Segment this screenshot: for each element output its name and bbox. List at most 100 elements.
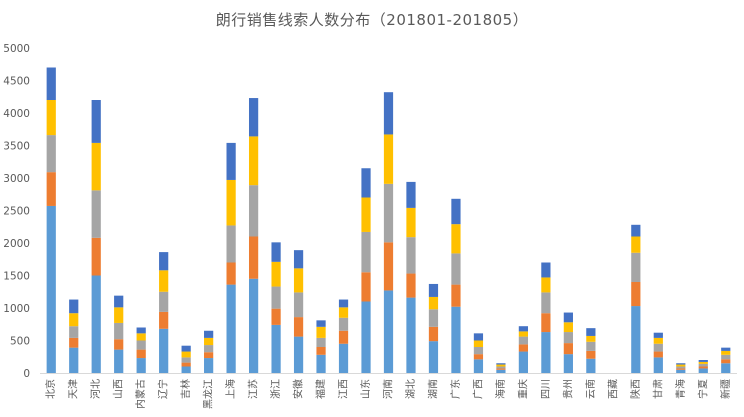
- bar-segment: [136, 349, 146, 359]
- x-tick-label: 广东: [449, 379, 462, 399]
- bar-segment: [271, 286, 281, 309]
- bar-segment: [114, 339, 124, 350]
- bar-segment: [451, 198, 461, 225]
- bar-segment: [406, 181, 416, 208]
- bar-segment: [428, 283, 439, 297]
- bar-segment: [136, 340, 146, 350]
- bar-segment: [46, 135, 56, 173]
- bar-segment: [248, 236, 259, 279]
- bar-segment: [676, 364, 686, 367]
- x-tick-label: 陕西: [629, 379, 642, 399]
- bar-segment: [653, 357, 663, 373]
- bar-segment: [114, 307, 124, 323]
- bar-segment: [316, 320, 326, 327]
- bar-segment: [473, 340, 484, 347]
- bar-segment: [631, 306, 641, 373]
- bar-segment: [428, 341, 439, 373]
- bar-segment: [226, 284, 236, 373]
- bar-segment: [271, 324, 281, 373]
- bar-segment: [496, 366, 506, 369]
- bar-segment: [91, 190, 101, 238]
- bar-segment: [248, 136, 259, 186]
- bar-segment: [586, 328, 596, 336]
- bar-segment: [338, 299, 349, 308]
- bar-segment: [473, 333, 484, 341]
- y-tick-label: 3500: [3, 141, 30, 153]
- bar-segment: [114, 295, 124, 308]
- x-tick-label: 青海: [674, 379, 687, 399]
- bar-segment: [338, 307, 349, 318]
- x-tick-label: 江西: [338, 379, 350, 399]
- bar-segment: [204, 337, 214, 346]
- y-tick-label: 3000: [3, 173, 30, 185]
- bar-segment: [563, 322, 573, 333]
- x-tick-label: 四川: [541, 379, 552, 399]
- bar-segment: [428, 309, 439, 327]
- bar-segment: [69, 299, 79, 314]
- bar-segment: [698, 360, 708, 362]
- bar-segment: [316, 354, 326, 373]
- y-tick-label: 2000: [3, 238, 30, 250]
- bar-segment: [226, 142, 236, 180]
- bar-segment: [204, 358, 214, 373]
- bar-segment: [518, 344, 529, 352]
- bar-segment: [406, 273, 416, 298]
- x-tick-label: 贵州: [561, 379, 574, 399]
- bar-segment: [721, 363, 731, 373]
- bar-segment: [159, 291, 169, 312]
- bar-segment: [586, 358, 596, 373]
- bar-segment: [541, 292, 551, 314]
- bar-segment: [181, 357, 191, 363]
- bar-segment: [338, 330, 349, 344]
- bar-segment: [631, 282, 641, 307]
- bar-segment: [46, 67, 56, 100]
- bar-segment: [204, 352, 214, 359]
- bar-segment: [136, 358, 146, 373]
- bar-segment: [428, 296, 439, 310]
- bar-segment: [159, 328, 169, 373]
- bar-segment: [496, 369, 506, 373]
- x-tick-label: 北京: [44, 379, 57, 399]
- bar-segment: [451, 306, 461, 373]
- bar-segment: [91, 237, 101, 276]
- bar-segment: [181, 345, 191, 352]
- bar-segment: [541, 277, 551, 293]
- bar-segment: [563, 354, 573, 373]
- x-tick-label: 内蒙古: [134, 379, 147, 409]
- bar-segment: [518, 326, 529, 332]
- bar-segment: [226, 225, 236, 263]
- bar-segment: [496, 363, 506, 365]
- x-tick-label: 黑龙江: [202, 379, 215, 409]
- bar-segment: [383, 290, 394, 373]
- bar-segment: [293, 336, 304, 373]
- bar-segment: [69, 326, 79, 338]
- bar-segment: [518, 331, 529, 337]
- bar-segment: [721, 354, 731, 360]
- bar-segment: [181, 351, 191, 358]
- x-tick-label: 甘肃: [651, 379, 664, 399]
- bar-segment: [361, 231, 371, 273]
- bar-segment: [181, 366, 191, 373]
- bar-segment: [248, 98, 259, 137]
- y-tick-label: 2500: [3, 206, 30, 218]
- bar-segment: [406, 297, 416, 373]
- bar-segment: [721, 350, 731, 355]
- y-tick-label: 4000: [3, 108, 30, 120]
- bar-segment: [698, 368, 708, 373]
- bar-segment: [69, 347, 79, 373]
- bar-segment: [586, 335, 596, 342]
- bar-segment: [226, 262, 236, 285]
- x-axis: 北京 天津 河北 山西 内蒙古 辽宁 吉林 黑龙江 上海 江苏 浙江 安徽 福建 江西 山东 河南 湖北 湖南 广东…: [40, 373, 737, 409]
- y-tick-label: 1000: [3, 303, 30, 315]
- bar-segment: [136, 333, 146, 341]
- bar-segment: [383, 242, 394, 291]
- bar-segment: [316, 337, 326, 347]
- x-tick-label: 天津: [68, 379, 80, 399]
- bar-segment: [316, 326, 326, 338]
- bar-segment: [383, 134, 394, 184]
- y-tick-label: 500: [10, 336, 30, 348]
- x-tick-label: 浙江: [270, 379, 282, 399]
- bar-segment: [631, 236, 641, 253]
- x-tick-label: 云南: [584, 379, 597, 399]
- bar-segment: [204, 345, 214, 353]
